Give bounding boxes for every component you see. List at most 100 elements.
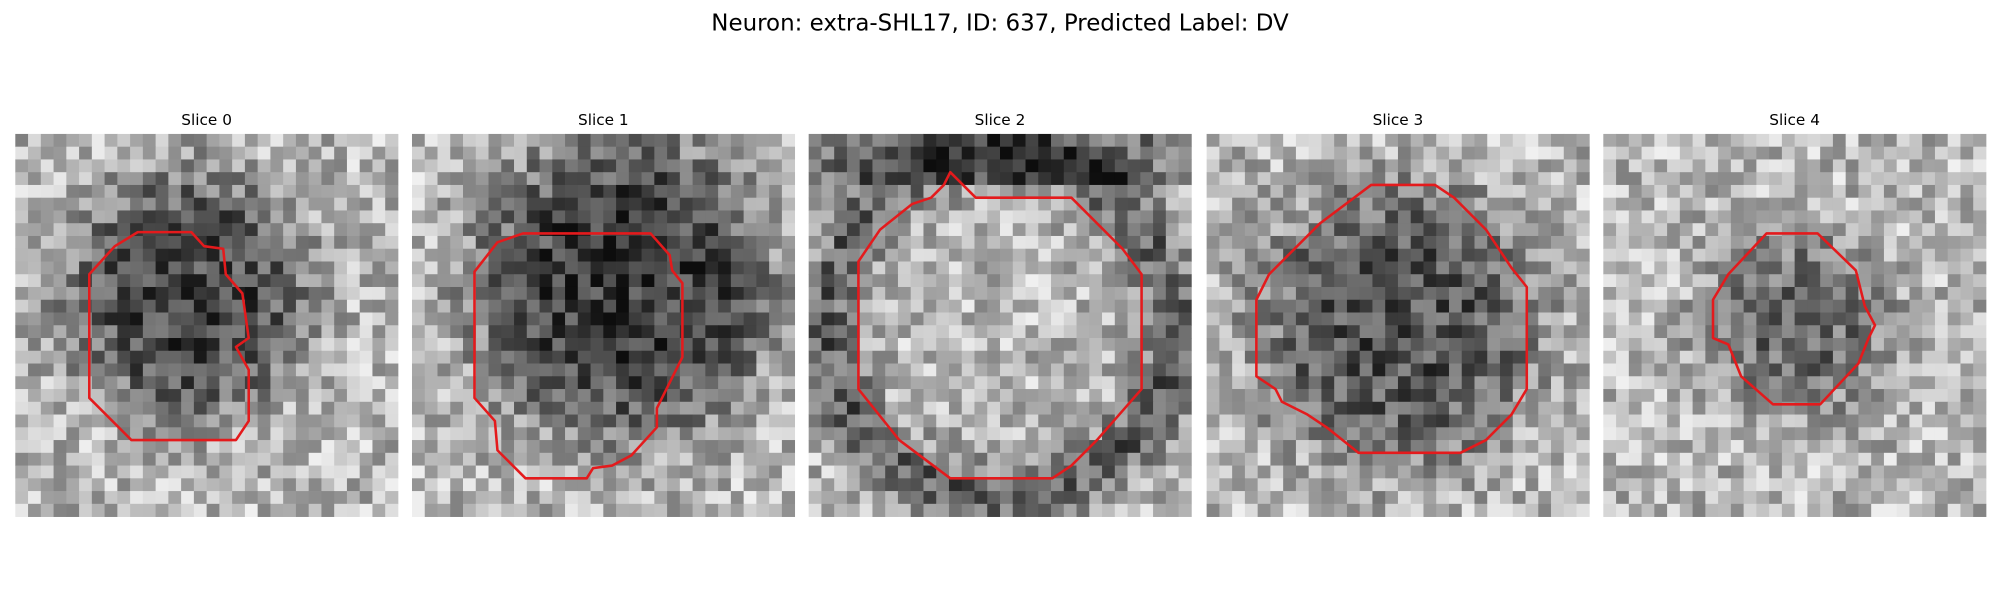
pixel — [1525, 223, 1539, 237]
pixel — [1410, 363, 1424, 377]
pixel — [501, 491, 515, 505]
pixel — [1807, 184, 1821, 199]
pixel — [1000, 210, 1014, 224]
pixel — [1257, 235, 1271, 250]
pixel — [1563, 248, 1577, 262]
pixel — [910, 312, 924, 326]
pixel — [1000, 350, 1014, 364]
pixel — [1461, 261, 1475, 275]
pixel — [501, 159, 515, 173]
pixel — [1769, 389, 1783, 403]
pixel — [1000, 299, 1014, 313]
pixel — [1960, 376, 1974, 390]
pixel — [488, 478, 502, 492]
pixel — [897, 376, 912, 390]
pixel — [130, 478, 144, 492]
pixel — [872, 325, 886, 339]
pixel — [1807, 491, 1821, 505]
pixel — [1743, 159, 1757, 173]
pixel — [808, 274, 822, 288]
pixel — [308, 261, 322, 275]
pixel — [1448, 235, 1463, 250]
pixel — [1730, 159, 1745, 173]
pixel — [321, 350, 335, 364]
pixel — [974, 376, 988, 390]
pixel — [1692, 452, 1706, 466]
pixel — [53, 401, 67, 415]
pixel — [1883, 235, 1898, 250]
pixel — [1883, 325, 1898, 339]
pixel — [1051, 299, 1065, 313]
pixel — [501, 248, 515, 262]
pixel — [232, 376, 246, 390]
pixel — [1321, 325, 1335, 339]
pixel — [40, 376, 54, 390]
pixel — [463, 312, 477, 326]
pixel — [28, 478, 42, 492]
pixel — [1127, 159, 1141, 173]
pixel — [628, 338, 642, 352]
pixel — [1051, 414, 1065, 428]
pixel — [577, 363, 591, 377]
pixel — [603, 299, 617, 313]
pixel — [641, 261, 655, 275]
pixel — [1628, 299, 1642, 313]
pixel — [1909, 325, 1923, 339]
pixel — [372, 172, 386, 186]
pixel — [1896, 223, 1910, 237]
pixel — [936, 363, 950, 377]
pixel — [1295, 146, 1310, 160]
pixel — [1257, 133, 1271, 148]
pixel — [1178, 414, 1192, 428]
pixel — [821, 503, 835, 517]
pixel — [1525, 363, 1539, 377]
pixel — [987, 452, 1001, 466]
pixel — [321, 312, 335, 326]
pixel — [1896, 452, 1910, 466]
pixel — [910, 338, 924, 352]
pixel — [1705, 401, 1719, 415]
pixel — [91, 261, 105, 275]
pixel — [450, 299, 464, 313]
pixel — [1270, 325, 1284, 339]
pixel — [1334, 452, 1348, 466]
pixel — [1257, 312, 1271, 326]
pixel — [1781, 478, 1796, 492]
pixel — [1820, 427, 1834, 441]
pixel — [897, 261, 912, 275]
pixel — [1178, 197, 1192, 211]
pixel — [450, 210, 464, 224]
pixel — [654, 146, 668, 160]
pixel — [1257, 401, 1271, 415]
pixel — [1934, 261, 1949, 275]
pixel — [1743, 363, 1757, 377]
pixel — [808, 261, 822, 275]
pixel — [91, 172, 105, 186]
pixel — [1487, 401, 1501, 415]
pixel — [1206, 478, 1220, 492]
pixel — [1858, 159, 1872, 173]
pixel — [539, 312, 553, 326]
pixel — [961, 133, 975, 148]
pixel — [1283, 503, 1297, 517]
pixel — [1219, 261, 1233, 275]
pixel — [1730, 146, 1745, 160]
pixel — [808, 133, 822, 148]
pixel — [244, 452, 259, 466]
pixel — [1832, 312, 1847, 326]
pixel — [1000, 286, 1014, 301]
pixel — [283, 389, 297, 403]
pixel — [1603, 159, 1617, 173]
pixel — [1076, 146, 1090, 160]
pixel — [1512, 146, 1526, 160]
pixel — [565, 312, 579, 326]
pixel — [1616, 261, 1630, 275]
pixel — [488, 350, 502, 364]
pixel — [53, 440, 67, 454]
pixel — [1178, 389, 1192, 403]
pixel — [1576, 210, 1590, 224]
pixel — [923, 389, 937, 403]
pixel — [1603, 274, 1617, 288]
pixel — [821, 325, 835, 339]
pixel — [654, 197, 668, 211]
